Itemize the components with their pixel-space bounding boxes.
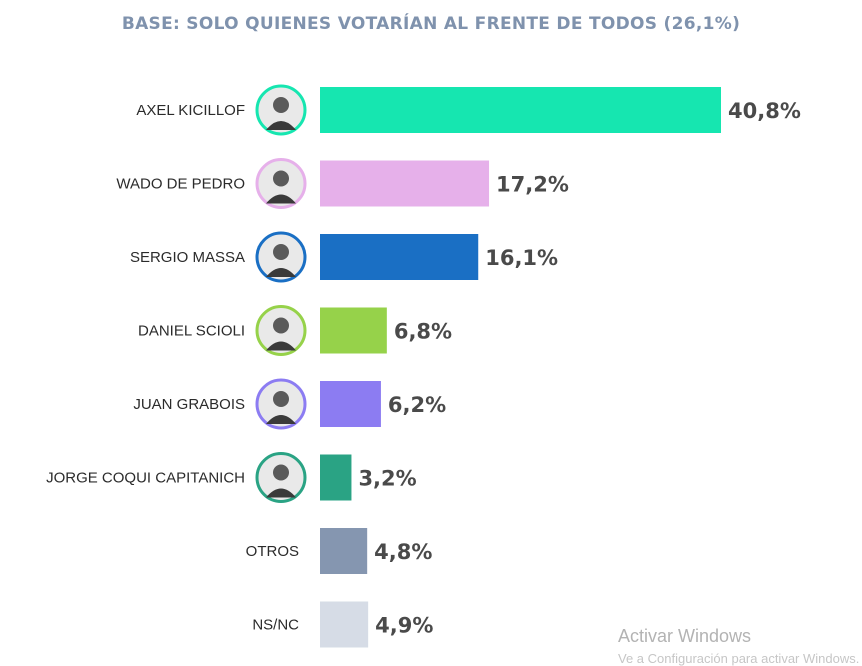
bar [320, 381, 381, 427]
avatar-shoulders-icon [266, 488, 296, 498]
avatar-shoulders-icon [266, 121, 296, 130]
bar [320, 307, 387, 354]
category-label: NS/NC [252, 617, 299, 634]
avatar-head-icon [273, 170, 289, 187]
watermark-activate-windows: Activar Windows [618, 626, 752, 646]
data-label: 4,9% [375, 614, 433, 638]
avatar-head-icon [273, 97, 289, 113]
data-label: 3,2% [358, 467, 416, 491]
category-label: WADO DE PEDRO [116, 176, 245, 193]
avatar-head-icon [273, 464, 289, 481]
avatar-head-icon [273, 317, 289, 334]
bar [320, 454, 352, 501]
avatar-head-icon [273, 244, 289, 260]
data-label: 6,2% [388, 393, 446, 417]
watermark-settings-hint: Ve a Configuración para activar Windows. [618, 651, 860, 666]
bar [320, 87, 721, 133]
category-label: JORGE COQUI CAPITANICH [46, 470, 245, 487]
chart-title: BASE: SOLO QUIENES VOTARÍAN AL FRENTE DE… [121, 14, 741, 34]
data-label: 16,1% [485, 246, 558, 270]
data-label: 40,8% [728, 99, 801, 123]
bar [320, 160, 490, 207]
category-label: AXEL KICILLOF [136, 102, 245, 119]
avatar-shoulders-icon [266, 341, 296, 351]
category-label: JUAN GRABOIS [133, 396, 245, 413]
data-label: 4,8% [374, 540, 432, 564]
bar [320, 601, 369, 648]
data-label: 17,2% [496, 173, 569, 197]
bar [320, 234, 479, 280]
category-label: DANIEL SCIOLI [138, 323, 245, 340]
category-label: SERGIO MASSA [130, 249, 245, 266]
avatar-shoulders-icon [266, 268, 296, 277]
avatar-shoulders-icon [266, 194, 296, 204]
avatar-head-icon [273, 391, 289, 407]
avatar-shoulders-icon [266, 415, 296, 424]
category-label: OTROS [246, 543, 299, 560]
data-label: 6,8% [394, 320, 452, 344]
bar [320, 528, 368, 574]
